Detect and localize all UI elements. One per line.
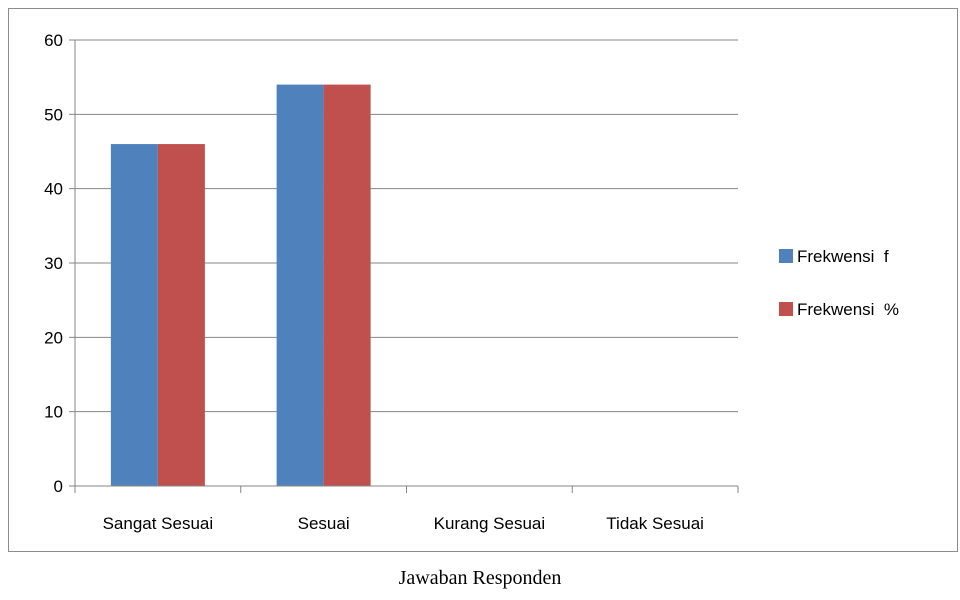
y-tick-label: 20 (44, 328, 63, 347)
axes: 0 10 20 30 40 50 60 Sangat Sesuai Sesuai Kurang S… (44, 31, 739, 533)
bars (110, 84, 371, 487)
bar-frekwensi-pct (157, 144, 205, 487)
bar-frekwensi-f (276, 84, 324, 486)
legend: Frekwensi f Frekwensi % (779, 247, 899, 319)
legend-label: Frekwensi f (797, 247, 889, 266)
y-tick-label: 30 (44, 254, 63, 273)
legend-label: Frekwensi % (797, 300, 899, 319)
y-tick-label: 10 (44, 403, 63, 422)
legend-swatch (779, 249, 793, 263)
legend-swatch (779, 302, 793, 316)
y-tick-label: 40 (44, 180, 63, 199)
bar-frekwensi-f (110, 144, 158, 487)
x-tick-label: Sesuai (298, 514, 350, 533)
x-tick-label: Sangat Sesuai (103, 514, 214, 533)
x-tick-label: Tidak Sesuai (606, 514, 704, 533)
y-tick-label: 0 (54, 477, 63, 496)
bar-chart: 0 10 20 30 40 50 60 Sangat Sesuai Sesuai Kurang S… (44, 31, 899, 533)
x-axis-label: Jawaban Responden (398, 567, 562, 589)
y-tick-label: 50 (44, 105, 63, 124)
x-tick-label: Kurang Sesuai (434, 514, 546, 533)
bar-frekwensi-pct (323, 84, 371, 486)
y-tick-label: 60 (44, 31, 63, 50)
